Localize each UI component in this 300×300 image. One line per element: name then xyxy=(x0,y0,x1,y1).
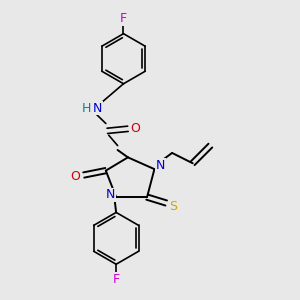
Text: F: F xyxy=(120,12,127,25)
Text: N: N xyxy=(106,188,115,201)
Text: N: N xyxy=(156,159,165,172)
Text: N: N xyxy=(93,102,103,115)
Text: S: S xyxy=(169,200,178,213)
Text: O: O xyxy=(130,122,140,135)
Text: O: O xyxy=(70,170,80,183)
Text: F: F xyxy=(112,273,120,286)
Text: H: H xyxy=(81,102,91,115)
